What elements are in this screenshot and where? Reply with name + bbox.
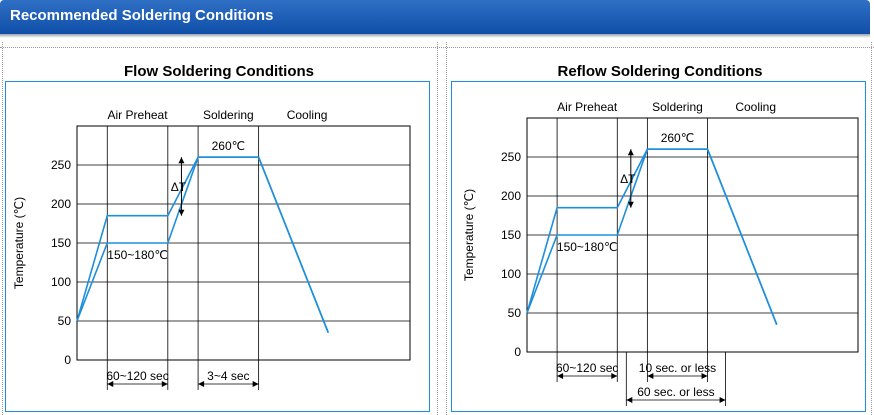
dotted-divider-left: [2, 42, 3, 415]
panel-frame: [451, 81, 866, 412]
preheat-time-dimension-arrowhead: [611, 373, 618, 379]
y-axis-label: Temperature (℃): [462, 189, 476, 281]
temperature-profile-line: [526, 148, 778, 325]
y-tick-label: 50: [58, 314, 72, 328]
preheat-range-label: 150~180℃: [107, 248, 168, 262]
delta-t-arrowhead-bottom: [627, 201, 634, 208]
y-tick-label: 150: [51, 236, 71, 250]
y-tick-label: 250: [51, 158, 71, 172]
total-time-dimension-label: 60 sec. or less: [637, 385, 714, 399]
preheat-time-dimension-arrowhead: [557, 373, 564, 379]
phase-label: Soldering: [652, 100, 703, 114]
flow-panel: Flow Soldering Conditions 0 50 100 150 200 25…: [5, 52, 433, 412]
preheat-time-dimension-arrowhead: [107, 381, 114, 387]
dotted-divider-middle-1: [437, 42, 438, 415]
temperature-profile-line: [76, 156, 330, 333]
y-axis-label: Temperature (℃): [12, 197, 26, 289]
preheat-time-dimension-label: 60~120 sec: [556, 361, 618, 375]
phase-label: Soldering: [203, 108, 254, 122]
total-time-dimension-arrowhead: [719, 397, 726, 403]
delta-t-arrowhead-top: [627, 149, 634, 156]
y-tick-label: 200: [501, 189, 521, 203]
reflow-panel-title: Reflow Soldering Conditions: [557, 63, 763, 80]
peak-temperature-label: 260℃: [212, 139, 246, 153]
delta-t-label: ΔT: [620, 172, 636, 186]
temperature-profile-line: [76, 156, 330, 333]
page-title: Recommended Soldering Conditions: [10, 7, 274, 24]
reflow-panel: Reflow Soldering Conditions 0 50 100 150 200…: [451, 52, 869, 412]
delta-t-label: ΔT: [171, 180, 187, 194]
preheat-range-label: 150~180℃: [557, 240, 618, 254]
phase-label: Cooling: [735, 100, 776, 114]
temperature-profile-line: [526, 148, 778, 325]
delta-t-arrowhead-top: [178, 157, 185, 164]
phase-label: Air Preheat: [108, 108, 169, 122]
y-tick-label: 150: [501, 228, 521, 242]
preheat-time-dimension-label: 60~120 sec: [106, 369, 168, 383]
y-tick-label: 200: [51, 197, 71, 211]
delta-t-arrowhead-bottom: [178, 209, 185, 216]
soldering-time-dimension-arrowhead: [647, 373, 654, 379]
soldering-time-dimension-arrowhead: [198, 381, 205, 387]
soldering-time-dimension-arrowhead: [701, 373, 708, 379]
y-tick-label: 50: [508, 306, 522, 320]
soldering-time-dimension-label: 10 sec. or less: [639, 361, 716, 375]
header-shadow: [0, 34, 870, 38]
panel-frame: [5, 81, 430, 412]
soldering-time-dimension-arrowhead: [252, 381, 259, 387]
header-bar: Recommended Soldering Conditions: [0, 0, 870, 34]
preheat-time-dimension-arrowhead: [161, 381, 168, 387]
y-tick-label: 0: [514, 345, 521, 359]
dotted-divider-right: [871, 42, 872, 415]
flow-chart: 0 50 100 150 200 250 Temperature (℃) Air Prehea…: [5, 81, 430, 412]
y-tick-label: 100: [51, 275, 71, 289]
phase-label: Air Preheat: [557, 100, 618, 114]
dotted-divider-middle-2: [446, 42, 447, 415]
soldering-time-dimension-label: 3~4 sec: [207, 369, 249, 383]
peak-temperature-label: 260℃: [661, 131, 695, 145]
y-tick-label: 100: [501, 267, 521, 281]
reflow-chart: 0 50 100 150 200 250 Temperature (℃) Air Prehea…: [451, 81, 866, 412]
y-tick-label: 250: [501, 150, 521, 164]
total-time-dimension-arrowhead: [626, 397, 633, 403]
phase-label: Cooling: [287, 108, 328, 122]
flow-panel-title: Flow Soldering Conditions: [124, 63, 314, 80]
y-tick-label: 0: [64, 353, 71, 367]
